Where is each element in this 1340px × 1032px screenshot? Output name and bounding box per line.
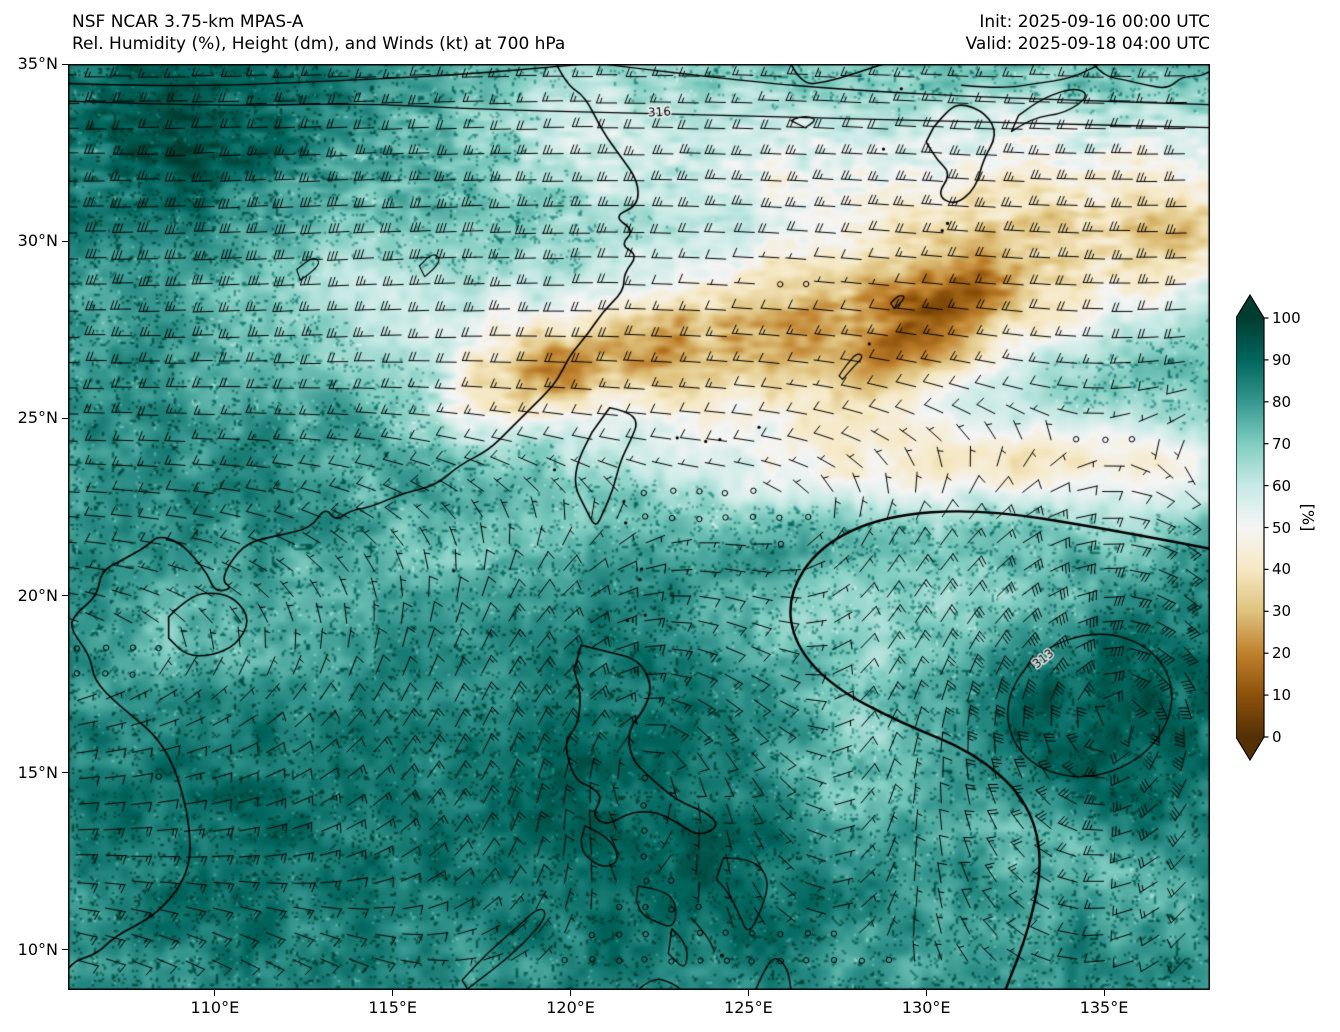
x-tick-label: 125°E [724, 998, 773, 1017]
x-tick-label: 120°E [546, 998, 595, 1017]
y-tick-mark [62, 63, 68, 65]
x-tick-mark [570, 990, 572, 996]
valid-time-label: Valid: 2025-09-18 04:00 UTC [965, 34, 1210, 54]
y-tick-mark [62, 417, 68, 419]
x-tick-mark [392, 990, 394, 996]
field-title: Rel. Humidity (%), Height (dm), and Wind… [72, 34, 566, 54]
y-tick-label: 20°N [17, 585, 58, 605]
y-tick-mark [62, 772, 68, 774]
x-tick-label: 115°E [368, 998, 418, 1017]
colorbar-tick-marks [1264, 317, 1269, 738]
colorbar-tick-label: 40 [1272, 560, 1292, 579]
x-tick-mark [214, 990, 216, 996]
colorbar-gradient [1236, 293, 1269, 762]
x-tick-mark [747, 990, 749, 996]
y-tick-label: 35°N [17, 54, 58, 73]
colorbar-body [1236, 293, 1265, 762]
colorbar-tick-label: 70 [1272, 434, 1292, 453]
x-tick-label: 135°E [1079, 998, 1129, 1017]
colorbar-tick-label: 20 [1272, 644, 1292, 663]
x-tick-mark [1103, 990, 1105, 996]
colorbar-tick-label: 50 [1272, 518, 1292, 537]
x-tick-label: 110°E [190, 998, 240, 1017]
y-tick-mark [62, 949, 68, 951]
colorbar-tick-label: 100 [1272, 309, 1301, 327]
y-tick-mark [62, 240, 68, 242]
colorbar-tick-label: 60 [1272, 476, 1292, 495]
model-title: NSF NCAR 3.75-km MPAS-A [72, 12, 304, 32]
y-tick-mark [62, 595, 68, 597]
init-time-label: Init: 2025-09-16 00:00 UTC [979, 12, 1210, 32]
colorbar-tick-label: 10 [1272, 686, 1292, 705]
y-tick-label: 15°N [17, 762, 58, 782]
colorbar: 0 10 20 30 40 50 60 70 80 90 100 [%] [1236, 290, 1340, 790]
colorbar-tick-label: 0 [1272, 728, 1282, 746]
colorbar-tick-label: 30 [1272, 602, 1292, 621]
map-plot-canvas [68, 64, 1210, 990]
x-tick-mark [925, 990, 927, 996]
y-tick-label: 10°N [17, 939, 58, 959]
y-tick-label: 30°N [17, 231, 58, 251]
colorbar-tick-label: 90 [1272, 350, 1292, 369]
colorbar-tick-label: 80 [1272, 392, 1292, 411]
y-tick-label: 25°N [17, 408, 58, 428]
x-tick-label: 130°E [901, 998, 951, 1017]
colorbar-unit-label: [%] [1298, 503, 1318, 532]
